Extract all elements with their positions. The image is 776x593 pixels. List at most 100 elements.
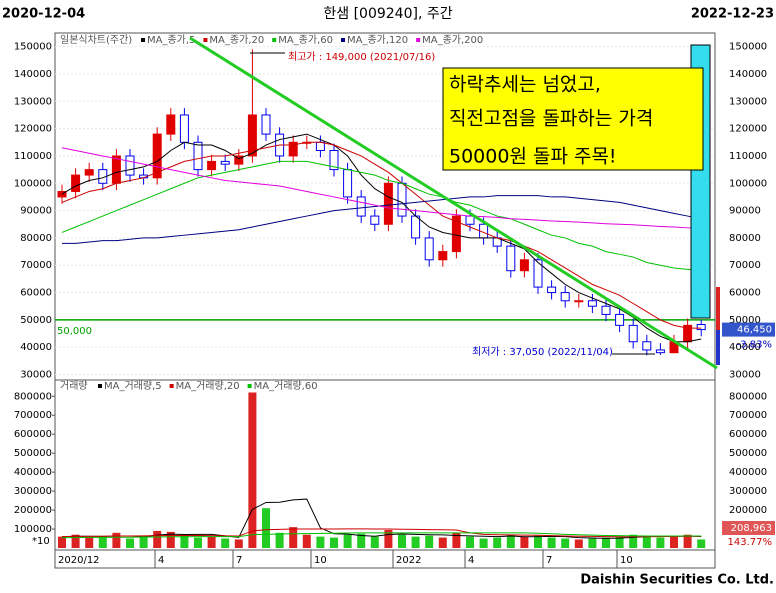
date-label: 10 [314, 555, 327, 566]
callout-line: 50000원 돌파 주목! [449, 146, 617, 168]
volume-bar [180, 534, 189, 548]
y-tick-label: 130000 [14, 96, 52, 107]
last-volume: 208,963 [731, 523, 772, 534]
y-tick-label: 700000 [14, 410, 52, 421]
y-tick-label: 100000 [14, 178, 52, 189]
y-tick-label-right: 80000 [729, 233, 761, 244]
volume-bar [71, 534, 80, 548]
candle-body [152, 133, 162, 179]
ma-line [61, 147, 702, 229]
candle-body [397, 182, 407, 217]
y-tick-label-right: 600000 [729, 429, 767, 440]
legend-label: MA_거래량,5 [104, 380, 162, 392]
y-tick-label: 110000 [14, 151, 52, 162]
candle-body [587, 300, 597, 307]
y-tick-label-right: 70000 [729, 260, 761, 271]
volume-bar [289, 527, 298, 548]
volume-bar [547, 537, 556, 548]
low-note: 최저가 : 37,050 (2022/11/04) [472, 346, 613, 358]
y-tick-label: 400000 [14, 467, 52, 478]
legend-label: MA_종가,200 [422, 34, 483, 46]
y-tick-label-right: 700000 [729, 410, 767, 421]
volume-bar [697, 539, 706, 548]
candle-body [424, 237, 434, 261]
y-tick-label: 50000 [20, 315, 52, 326]
volume-ma-line [62, 532, 702, 539]
candle-body [166, 114, 176, 135]
y-tick-label-right: 800000 [729, 391, 767, 402]
candle-body [438, 251, 448, 261]
legend-swatch [203, 38, 208, 42]
legend-swatch [141, 38, 145, 42]
y-tick-label: 600000 [14, 429, 52, 440]
volume-bar [58, 536, 66, 548]
volume-bar [248, 392, 257, 548]
y-tick-label-right: 130000 [729, 96, 767, 107]
y-tick-label-right: 60000 [729, 288, 761, 299]
y-tick-label-right: 30000 [729, 370, 761, 381]
date-label: 4 [468, 555, 474, 566]
footer: Daishin Securities Co. Ltd. [580, 573, 774, 588]
candle-body [288, 141, 298, 157]
volume-ma-line [61, 528, 702, 538]
volume-bar [588, 538, 597, 548]
volume-bar [221, 538, 230, 548]
candle-body [560, 292, 570, 302]
candle-body [111, 155, 121, 184]
candle-body [601, 305, 611, 315]
chart-title: 한샘 [009240], 주간 [323, 6, 452, 22]
ma-line [62, 195, 702, 244]
y-tick-label: 40000 [20, 342, 52, 353]
legend-swatch [247, 384, 252, 388]
y-tick-label-right: 40000 [729, 342, 761, 353]
candle-body [370, 215, 380, 225]
last-price-box [722, 322, 775, 337]
y-tick-label-right: 300000 [729, 486, 767, 497]
callout-line: 하락추세는 넘었고, [449, 74, 601, 96]
date-label: 2020/12 [58, 555, 100, 566]
legend-label: MA_종가,60 [278, 34, 333, 46]
reference-label: 50,000 [57, 326, 92, 337]
volume-bar [343, 534, 352, 548]
date-label: 2022 [396, 555, 421, 566]
volume-legend-title: 거래량 [60, 380, 88, 392]
volume-bar [275, 532, 284, 548]
last-volume-box [722, 521, 775, 535]
candle-body [179, 114, 189, 143]
legend-label: MA_거래량,60 [254, 380, 318, 392]
candle-body [234, 155, 244, 165]
volume-bar [302, 534, 311, 548]
candle-body [356, 196, 366, 217]
ma-line [61, 160, 702, 272]
plot: 30000 30000 40000 40000 50000 50000 60000 60000… [14, 34, 775, 568]
candle-body [519, 259, 529, 272]
trend-line [189, 36, 718, 370]
y-tick-label: 500000 [14, 448, 52, 459]
candle-body [193, 141, 203, 171]
date-label: 7 [546, 555, 552, 566]
y-tick-label: 150000 [14, 42, 52, 53]
legend-swatch [272, 38, 277, 42]
volume-bar [153, 530, 162, 548]
y-tick-label-right: 150000 [729, 42, 767, 53]
last-change: -3.83% [737, 340, 772, 351]
volume-bar [438, 537, 447, 548]
legend-title: 일본식차트(주간) [60, 34, 132, 46]
y-tick-label-right: 50000 [729, 315, 761, 326]
legend-swatch [98, 384, 102, 388]
volume-bar [561, 538, 570, 548]
volume-bar [262, 508, 270, 548]
y-tick-label: 200000 [14, 505, 52, 516]
candle-body [343, 169, 353, 198]
y-tick-label: 800000 [14, 391, 52, 402]
volume-bar [642, 535, 651, 548]
y-tick-label: 30000 [20, 370, 52, 381]
last-price: 46,450 [737, 325, 772, 336]
candle-body [247, 114, 257, 157]
side-bar-up [716, 287, 720, 330]
candle-body [71, 174, 81, 192]
volume-bar [602, 537, 610, 548]
volume-bar [574, 539, 583, 548]
candle-body [628, 324, 638, 343]
y-tick-label-right: 100000 [729, 178, 767, 189]
